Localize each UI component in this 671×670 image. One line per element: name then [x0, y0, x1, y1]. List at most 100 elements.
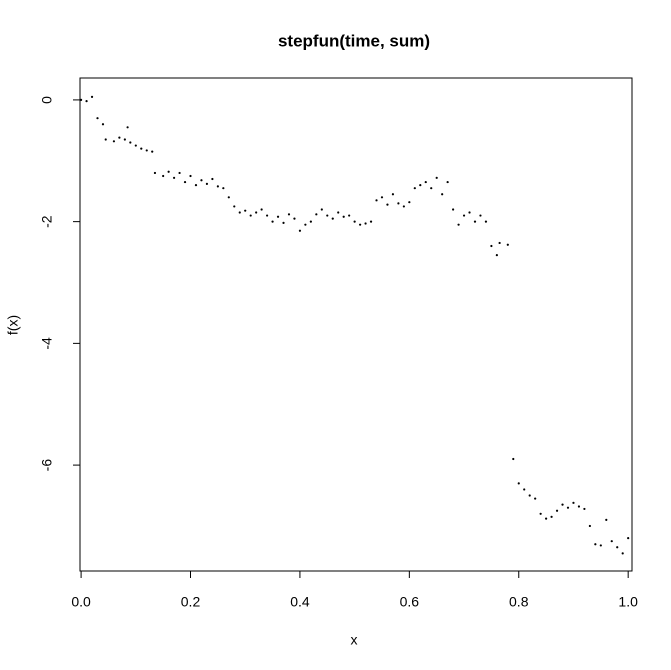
point — [484, 220, 488, 223]
point — [468, 211, 471, 214]
point — [605, 518, 608, 521]
point — [134, 144, 137, 147]
point — [550, 515, 553, 518]
point — [293, 217, 296, 220]
point — [85, 100, 88, 103]
point — [359, 223, 362, 226]
x-tick-label: 1.0 — [618, 594, 638, 610]
point — [441, 193, 444, 196]
point — [380, 196, 384, 199]
point — [495, 254, 498, 257]
point — [167, 170, 170, 173]
point — [424, 180, 427, 184]
x-tick-label: 0.6 — [400, 594, 420, 610]
point — [172, 176, 176, 179]
point — [162, 174, 165, 178]
point — [375, 199, 378, 202]
point — [315, 213, 318, 216]
point — [238, 211, 241, 214]
point — [271, 220, 274, 223]
point — [539, 512, 542, 515]
point — [506, 243, 509, 246]
point — [96, 117, 99, 120]
point — [216, 185, 219, 188]
point — [298, 229, 302, 232]
point — [512, 457, 515, 461]
x-tick-label: 0.8 — [509, 594, 529, 610]
point — [126, 126, 129, 129]
point — [205, 182, 209, 186]
point — [276, 215, 280, 218]
point — [446, 180, 449, 184]
chart-title: stepfun(time, sum) — [278, 31, 430, 50]
point — [233, 205, 236, 208]
point — [255, 211, 258, 214]
y-tick-label: -6 — [39, 459, 55, 472]
point — [304, 223, 307, 226]
point — [260, 208, 263, 211]
point — [123, 138, 126, 141]
point — [528, 494, 531, 497]
point — [498, 241, 501, 245]
point — [523, 488, 526, 491]
point — [479, 214, 482, 217]
point — [331, 217, 334, 220]
point — [244, 209, 247, 212]
point — [588, 524, 591, 528]
point — [534, 497, 537, 500]
point — [462, 214, 466, 217]
point — [561, 503, 564, 506]
point — [566, 506, 570, 509]
point — [118, 136, 121, 139]
point — [129, 141, 132, 144]
point — [616, 546, 619, 549]
point — [112, 140, 116, 143]
point — [211, 177, 214, 181]
point — [490, 244, 493, 248]
point — [309, 220, 312, 223]
point — [413, 187, 416, 190]
y-axis-label: f(x) — [5, 315, 21, 335]
point — [457, 223, 460, 226]
point — [419, 184, 422, 187]
point — [402, 205, 405, 208]
point — [452, 208, 455, 211]
y-tick-label: 0 — [39, 96, 55, 104]
point — [364, 222, 367, 225]
point — [342, 215, 345, 218]
point — [326, 214, 329, 217]
point — [227, 196, 230, 199]
point — [151, 150, 154, 153]
point — [320, 208, 323, 211]
x-tick-label: 0.2 — [181, 594, 201, 610]
point — [435, 176, 438, 179]
point — [610, 540, 613, 543]
point — [104, 138, 107, 141]
point — [353, 220, 356, 223]
point — [266, 214, 269, 217]
point — [577, 505, 581, 508]
point — [627, 537, 630, 540]
point — [517, 482, 520, 485]
point — [200, 179, 203, 182]
point — [348, 214, 351, 217]
point — [101, 123, 105, 126]
point — [140, 147, 143, 150]
point — [599, 544, 602, 547]
point — [183, 180, 187, 184]
point — [621, 552, 624, 555]
point — [594, 543, 597, 546]
point — [369, 220, 373, 223]
point — [572, 501, 575, 504]
point — [153, 171, 157, 175]
point — [397, 202, 400, 205]
point — [79, 98, 83, 102]
point — [545, 517, 548, 520]
point — [178, 171, 181, 175]
point — [391, 193, 395, 196]
point — [386, 203, 389, 206]
point — [337, 211, 340, 214]
point — [249, 214, 252, 217]
point — [222, 187, 225, 190]
